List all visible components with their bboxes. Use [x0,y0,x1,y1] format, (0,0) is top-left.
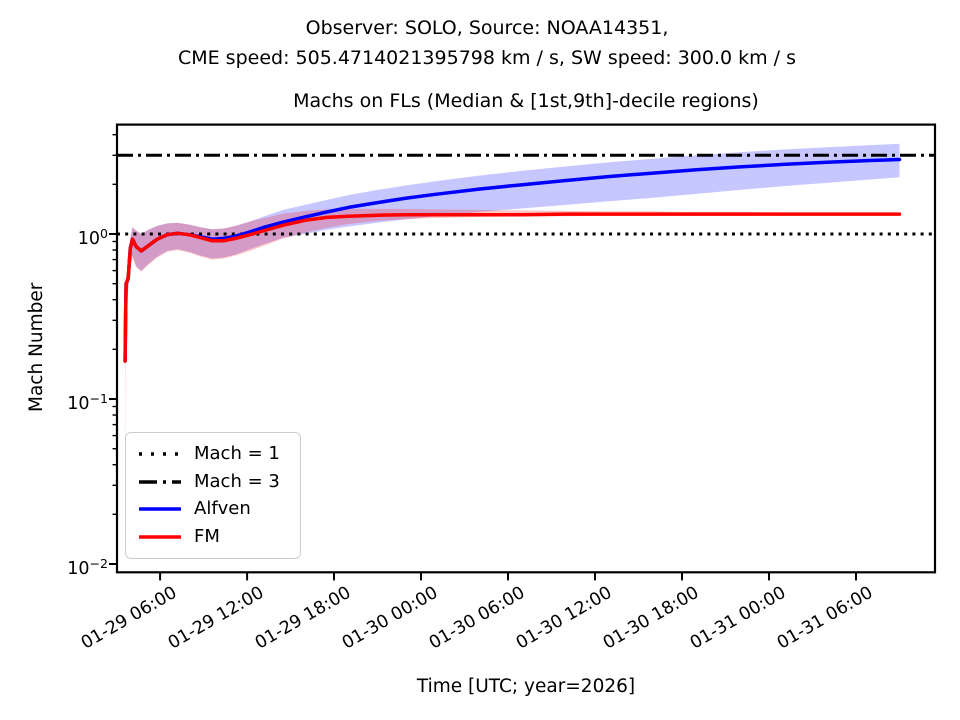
alfven-decile-band [125,143,900,366]
axes-spines [115,123,937,574]
y-tick-label: 100 [77,226,108,249]
y-tick-label: 10−1 [67,391,108,414]
legend-item-fm: FM [137,527,300,547]
legend-label-mach-3: Mach = 3 [194,470,280,492]
dotted-line-sample [139,452,181,456]
axes-title: Machs on FLs (Median & [1st,9th]-decile … [293,90,759,112]
suptitle-line-1: Observer: SOLO, Source: NOAA14351, [305,17,669,39]
y-axis-label: Mach Number [26,282,47,412]
fm-line-sample [139,535,181,539]
legend-item-mach-1: Mach = 1 [137,442,300,464]
suptitle-line-2: CME speed: 505.4714021395798 km / s, SW … [177,47,797,69]
legend-label-fm: FM [194,526,220,548]
dashdot-line-sample [139,479,181,484]
figure-suptitle: Observer: SOLO, Source: NOAA14351, CME s… [7,13,960,73]
legend-item-alfven: Alfven [137,499,300,519]
x-axis-label: Time [UTC; year=2026] [416,676,636,697]
legend-label-alfven: Alfven [194,498,251,520]
legend-label-mach-1: Mach = 1 [194,442,280,464]
legend-item-mach-3: Mach = 3 [137,470,300,492]
alfven-line-sample [139,507,181,512]
fm-median-line [123,212,902,363]
y-tick-label: 10−2 [67,556,108,579]
legend: Mach = 1 Mach = 3 Alfven FM [125,432,301,559]
